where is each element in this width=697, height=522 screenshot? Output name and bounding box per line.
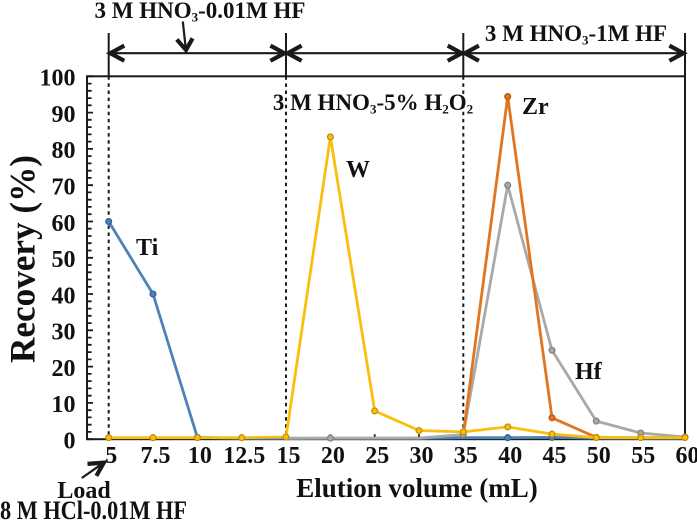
svg-text:Zr: Zr (522, 94, 549, 120)
svg-text:15: 15 (277, 443, 301, 469)
svg-text:Elution volume (mL): Elution volume (mL) (296, 473, 538, 503)
svg-text:45: 45 (543, 443, 567, 469)
svg-text:10: 10 (52, 392, 76, 418)
svg-text:30: 30 (410, 443, 434, 469)
svg-text:80: 80 (52, 138, 76, 164)
svg-text:60: 60 (52, 211, 76, 237)
svg-text:20: 20 (321, 443, 345, 469)
svg-text:60: 60 (676, 443, 697, 469)
svg-text:100: 100 (40, 66, 76, 92)
svg-text:40: 40 (498, 443, 522, 469)
svg-text:8 M HCl-0.01M HF: 8 M HCl-0.01M HF (0, 496, 187, 522)
svg-text:5: 5 (105, 443, 117, 469)
svg-text:55: 55 (631, 443, 655, 469)
svg-text:10: 10 (188, 443, 212, 469)
svg-text:40: 40 (52, 283, 76, 309)
svg-text:35: 35 (454, 443, 478, 469)
svg-text:7.5: 7.5 (141, 443, 171, 469)
svg-text:Load: Load (57, 478, 111, 504)
svg-text:25: 25 (365, 443, 389, 469)
svg-text:3 M HNO3-0.01M HF: 3 M HNO3-0.01M HF (95, 0, 306, 25)
svg-text:0: 0 (64, 429, 76, 455)
svg-text:70: 70 (52, 175, 76, 201)
svg-text:50: 50 (587, 443, 611, 469)
svg-text:20: 20 (52, 356, 76, 382)
svg-text:30: 30 (52, 320, 76, 346)
svg-text:Ti: Ti (136, 235, 159, 261)
svg-text:Recovery (%): Recovery (%) (3, 155, 43, 363)
svg-text:W: W (346, 157, 370, 183)
svg-text:90: 90 (52, 102, 76, 128)
svg-text:12.5: 12.5 (223, 443, 265, 469)
svg-text:3 M HNO3-1M HF: 3 M HNO3-1M HF (485, 21, 667, 48)
svg-text:Hf: Hf (575, 359, 603, 385)
svg-text:50: 50 (52, 247, 76, 273)
